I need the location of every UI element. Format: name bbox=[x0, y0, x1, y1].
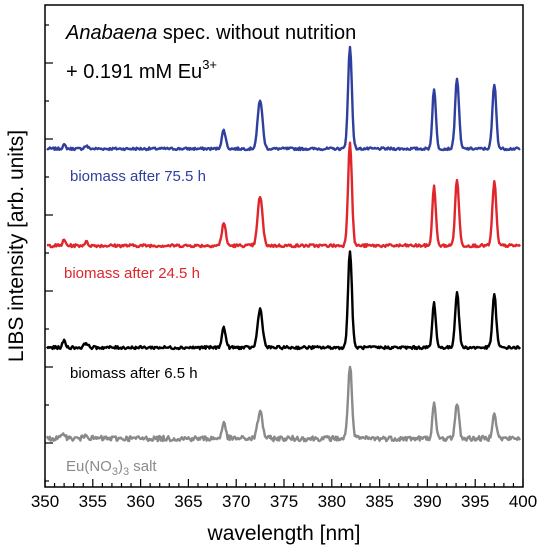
annotation-condition: spec. without nutrition bbox=[157, 22, 356, 44]
annotation-line-1: Anabaena spec. without nutrition bbox=[65, 22, 356, 44]
x-tick-label: 370 bbox=[222, 492, 250, 511]
series-trace bbox=[46, 141, 522, 249]
series-label-part: ) bbox=[118, 458, 123, 475]
series-label-part: Eu(NO bbox=[66, 458, 112, 475]
series-label: biomass after 75.5 h bbox=[70, 168, 206, 185]
x-tick-label: 400 bbox=[509, 492, 537, 511]
x-axis-title: wavelength [nm] bbox=[207, 522, 361, 545]
x-tick-label: 390 bbox=[413, 492, 441, 511]
x-tick-label: 395 bbox=[461, 492, 489, 511]
series-label: biomass after 6.5 h bbox=[70, 365, 198, 382]
annotation-charge: 3+ bbox=[202, 57, 217, 72]
annotation-line-2: + 0.191 mM Eu3+ bbox=[66, 57, 217, 83]
annotation-species: Anabaena bbox=[65, 22, 157, 44]
x-tick-label: 350 bbox=[31, 492, 59, 511]
series-trace bbox=[46, 45, 521, 152]
y-axis-title: LIBS intensity [arb. units] bbox=[5, 130, 28, 362]
x-tick-label: 360 bbox=[126, 492, 154, 511]
series-label-part: salt bbox=[129, 458, 157, 475]
y-axis-ticks bbox=[45, 24, 53, 482]
x-tick-label: 380 bbox=[318, 492, 346, 511]
series-labels: biomass after 75.5 h biomass after 24.5 h… bbox=[64, 168, 206, 478]
series-label-part: 3 bbox=[123, 466, 129, 478]
x-axis-ticks: 350 355 360 365 370 375 380 385 390 395 400 bbox=[31, 479, 537, 511]
series-label: biomass after 24.5 h bbox=[64, 265, 200, 282]
series-label-part: 3 bbox=[112, 466, 118, 478]
spectrum-traces bbox=[45, 45, 522, 443]
x-tick-label: 375 bbox=[270, 492, 298, 511]
x-tick-label: 365 bbox=[174, 492, 202, 511]
series-trace bbox=[45, 250, 522, 351]
series-label: Eu(NO3)3 salt bbox=[66, 458, 157, 478]
x-tick-label: 385 bbox=[365, 492, 393, 511]
annotation-concentration: + 0.191 mM Eu bbox=[66, 61, 202, 83]
x-tick-label: 355 bbox=[79, 492, 107, 511]
series-trace bbox=[45, 365, 522, 443]
